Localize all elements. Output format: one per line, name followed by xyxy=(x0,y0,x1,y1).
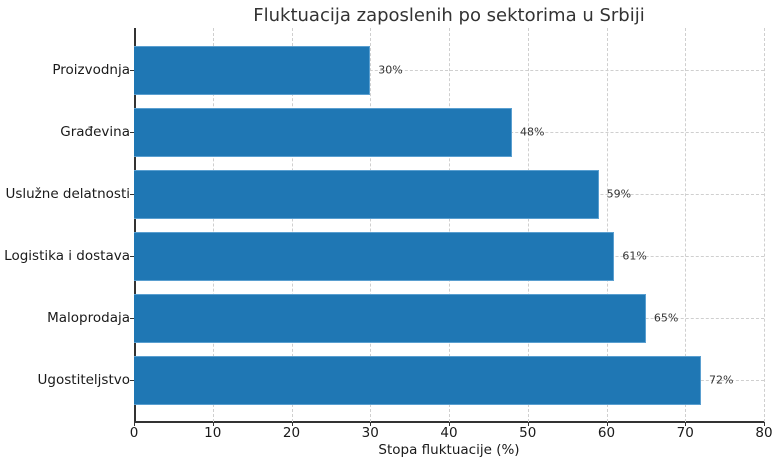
chart-title: Fluktuacija zaposlenih po sektorima u Sr… xyxy=(253,5,645,26)
x-tick-label: 70 xyxy=(676,425,694,441)
bar-uslužne-delatnosti xyxy=(134,169,599,219)
x-tick-label: 0 xyxy=(129,425,139,441)
x-tick xyxy=(685,422,687,426)
y-tick-label: Građevina xyxy=(60,124,130,140)
x-gridline xyxy=(527,28,529,422)
x-axis-title: Stopa fluktuacije (%) xyxy=(378,442,520,458)
x-tick-label: 60 xyxy=(597,425,616,441)
x-tick-label: 80 xyxy=(755,425,773,441)
x-gridline xyxy=(370,28,372,422)
bar-proizvodnja xyxy=(134,45,371,95)
y-tick-label: Maloprodaja xyxy=(47,310,130,326)
y-tick xyxy=(130,132,134,133)
bar-maloprodaja xyxy=(134,293,646,343)
x-tick-label: 10 xyxy=(204,425,222,441)
x-tick-label: 20 xyxy=(282,425,301,441)
y-tick xyxy=(130,380,134,381)
x-gridline xyxy=(764,28,765,422)
y-tick xyxy=(130,318,134,319)
bar-value-label: 61% xyxy=(622,249,647,263)
y-tick-label: Logistika i dostava xyxy=(4,248,130,264)
x-tick xyxy=(370,422,372,426)
y-tick xyxy=(130,256,134,257)
x-tick xyxy=(291,422,293,426)
x-gridline xyxy=(449,28,450,422)
x-gridline xyxy=(212,28,214,422)
bar-value-label: 30% xyxy=(378,63,403,77)
bar-value-label: 65% xyxy=(653,311,679,325)
bar-ugostiteljstvo xyxy=(134,355,701,405)
x-tick xyxy=(212,422,214,426)
y-tick-label: Proizvodnja xyxy=(52,62,130,78)
y-gridline xyxy=(134,70,764,71)
bar-value-label: 72% xyxy=(709,373,734,387)
x-gridline xyxy=(291,28,293,422)
y-tick-label: Uslužne delatnosti xyxy=(5,186,130,202)
x-tick xyxy=(606,422,608,426)
y-axis-line xyxy=(134,28,136,422)
x-tick xyxy=(134,422,135,426)
plot-area: 30% 48% 59% 61% 65% 72% xyxy=(130,28,765,426)
bar-logistika-i-dostava xyxy=(134,231,615,281)
x-tick-label: 30 xyxy=(361,425,379,441)
y-tick-label: Ugostiteljstvo xyxy=(37,372,130,388)
x-tick xyxy=(764,422,765,426)
x-tick xyxy=(527,422,529,426)
bar-value-label: 48% xyxy=(520,125,545,139)
x-tick xyxy=(449,422,450,426)
bar-građevina xyxy=(134,107,512,157)
x-tick-label: 40 xyxy=(440,425,458,441)
x-gridline xyxy=(685,28,687,422)
y-tick xyxy=(130,194,134,195)
x-gridline xyxy=(606,28,608,422)
bar-value-label: 59% xyxy=(606,187,632,201)
x-tick-label: 50 xyxy=(519,425,537,441)
y-tick xyxy=(130,70,134,71)
